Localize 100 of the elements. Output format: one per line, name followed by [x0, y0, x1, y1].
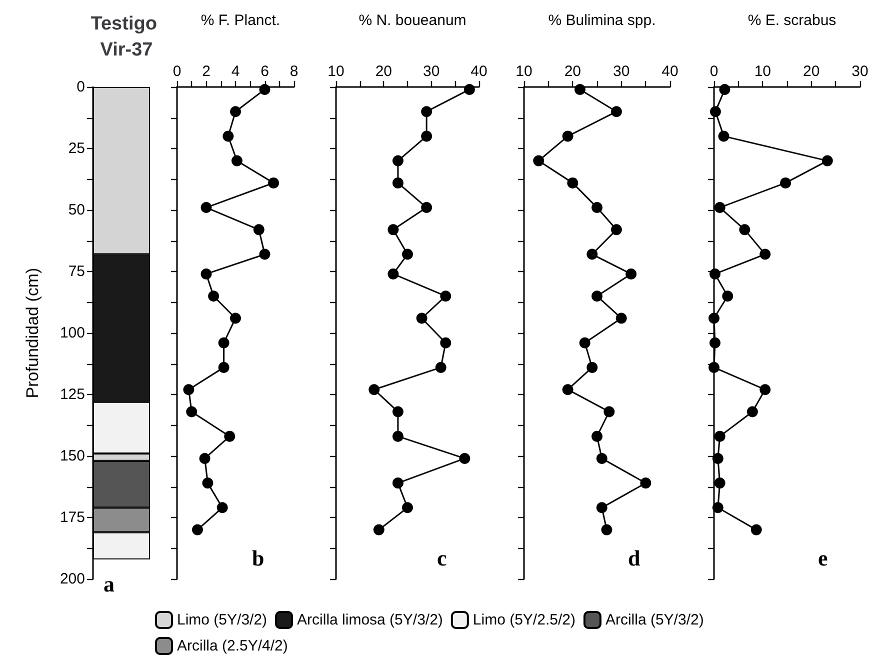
- x-tick-label: 2: [202, 63, 210, 80]
- point: [718, 130, 730, 142]
- point: [722, 290, 734, 302]
- point: [592, 202, 602, 214]
- point: [435, 362, 446, 373]
- point: [562, 130, 574, 142]
- annotation: e: [818, 546, 828, 570]
- point: [601, 524, 612, 536]
- point: [202, 478, 214, 489]
- point: [192, 524, 203, 536]
- point: [186, 406, 198, 418]
- point: [533, 155, 544, 166]
- x-tick-label: 10: [754, 63, 772, 80]
- point: [392, 430, 404, 442]
- x-tick-label: 30: [852, 63, 868, 80]
- chart-title: Testigo Vir-37: [90, 14, 162, 60]
- legend-label: Arcilla (2.5Y/4/2): [177, 638, 288, 654]
- annotation: b: [252, 546, 264, 570]
- y-tick-label: 125: [60, 386, 85, 403]
- point: [822, 155, 833, 166]
- point: [388, 224, 399, 236]
- point: [610, 224, 622, 236]
- point: [402, 248, 413, 260]
- point: [392, 155, 404, 166]
- point: [626, 268, 637, 280]
- point: [780, 177, 792, 188]
- y-tick-label: 75: [68, 263, 85, 280]
- x-tick-label: 20: [564, 63, 582, 80]
- point: [714, 430, 726, 442]
- x-tick-label: 0: [710, 63, 718, 80]
- point: [567, 177, 578, 188]
- point: [230, 106, 241, 118]
- point: [714, 478, 726, 489]
- point: [416, 312, 428, 324]
- point: [392, 406, 404, 418]
- point: [574, 84, 586, 95]
- point: [760, 248, 771, 260]
- x-tick-label: 20: [802, 63, 820, 80]
- point: [230, 312, 241, 324]
- x-tick-label: 10: [516, 63, 532, 80]
- point: [222, 130, 234, 142]
- legend-label: Limo (5Y/3/2): [177, 612, 268, 628]
- legend-label: Arcilla (5Y/3/2): [605, 612, 704, 628]
- point: [719, 84, 730, 95]
- x-tick-label: 30: [612, 63, 630, 80]
- annotation: a: [104, 572, 114, 596]
- point: [224, 430, 236, 442]
- point: [739, 224, 750, 236]
- point: [218, 337, 230, 348]
- point: [218, 362, 230, 373]
- point: [708, 312, 720, 324]
- point: [746, 406, 758, 418]
- point: [464, 84, 475, 95]
- point: [750, 524, 762, 536]
- y-tick-label: 175: [60, 509, 85, 526]
- point: [392, 177, 404, 188]
- y-tick-label: 25: [68, 140, 85, 157]
- point: [200, 268, 212, 280]
- point: [368, 384, 380, 396]
- chart-title: % N. boueanum: [358, 12, 466, 29]
- point: [392, 478, 404, 489]
- point: [712, 502, 724, 514]
- point: [259, 84, 270, 95]
- point: [200, 202, 212, 214]
- x-tick-label: 20: [375, 63, 392, 80]
- point: [259, 248, 270, 260]
- point: [199, 452, 210, 464]
- point: [640, 478, 652, 489]
- point: [402, 502, 413, 514]
- point: [610, 106, 622, 118]
- x-tick-label: 6: [260, 63, 269, 80]
- annotation: d: [628, 546, 640, 570]
- point: [592, 430, 602, 442]
- point: [388, 268, 399, 280]
- x-tick-label: 4: [231, 63, 240, 80]
- point: [268, 177, 280, 188]
- y-tick-label: 100: [60, 324, 85, 342]
- point: [459, 452, 470, 464]
- y-tick-label: 200: [60, 570, 85, 588]
- point: [709, 268, 720, 280]
- y-tick-label: 0: [76, 78, 85, 96]
- y-tick-label: 150: [60, 448, 85, 464]
- point: [208, 290, 220, 302]
- point: [708, 362, 720, 373]
- y-tick-label: 50: [68, 202, 85, 218]
- point: [216, 502, 228, 514]
- chart-title: % Bulimina spp.: [548, 12, 656, 29]
- point: [579, 337, 590, 348]
- point: [710, 106, 721, 118]
- point: [586, 248, 598, 260]
- legend-label: Limo (5Y/2.5/2): [472, 612, 576, 628]
- x-tick-label: 40: [662, 63, 678, 80]
- point: [253, 224, 264, 236]
- point: [596, 502, 608, 514]
- point: [604, 406, 615, 418]
- point: [596, 452, 608, 464]
- legend-label: Arcilla limosa (5Y/3/2): [297, 612, 443, 628]
- point: [440, 290, 452, 302]
- x-tick-label: 40: [470, 63, 488, 80]
- point: [760, 384, 771, 396]
